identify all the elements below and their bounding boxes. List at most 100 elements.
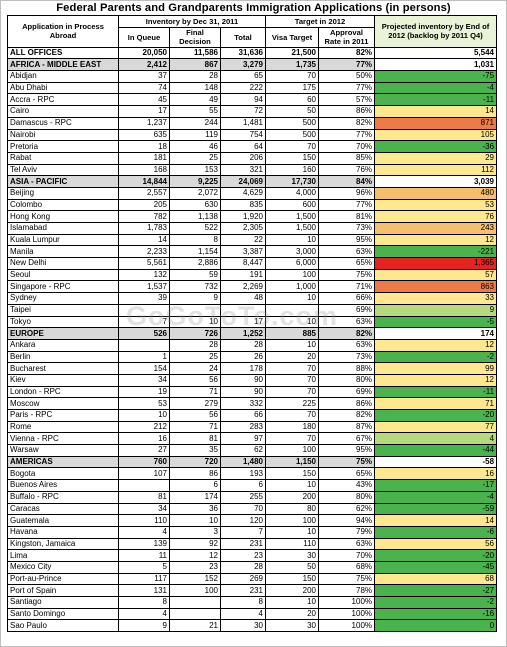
visa-target-cell (265, 303, 319, 317)
total-cell: 97 (220, 432, 266, 446)
final-decision-cell: 3 (169, 525, 221, 539)
in-queue-cell: 782 (118, 210, 170, 223)
visa-target-cell: 500 (265, 116, 319, 130)
final-decision-cell (169, 596, 221, 609)
final-decision-cell: 59 (169, 268, 221, 282)
approval-rate-cell: 95% (317, 233, 376, 247)
in-queue-cell: 2,557 (118, 186, 170, 200)
final-decision-cell: 9,225 (169, 175, 221, 188)
in-queue-cell: 635 (118, 128, 170, 142)
header-visa-target: Visa Target (265, 26, 319, 48)
final-decision-cell: 6 (169, 479, 221, 492)
in-queue-cell: 11 (118, 549, 170, 562)
region-row: AMERICAS 760 720 1,480 1,150 75% -58 (7, 455, 498, 469)
visa-target-cell: 50 (265, 105, 319, 118)
total-cell: 283 (220, 420, 266, 434)
approval-rate-cell: 95% (317, 444, 376, 457)
total-cell: 255 (220, 490, 266, 504)
table-row: Port of Spain 131 100 231 200 78% -27 (7, 584, 498, 597)
table-row: Guatemala 110 10 120 100 94% 14 (7, 514, 498, 527)
approval-rate-cell: 75% (317, 455, 376, 469)
final-decision-cell: 522 (169, 222, 221, 235)
office-cell: Accra - RPC (7, 93, 119, 107)
projected-cell: 243 (374, 222, 498, 235)
office-cell: Colombo (7, 198, 119, 212)
in-queue-cell: 5 (118, 560, 170, 574)
office-cell: ASIA - PACIFIC (7, 175, 119, 188)
visa-target-cell: 180 (265, 420, 319, 434)
visa-target-cell: 70 (265, 362, 319, 375)
final-decision-cell: 726 (169, 327, 221, 340)
in-queue-cell: 181 (118, 151, 170, 165)
approval-rate-cell: 85% (317, 151, 376, 165)
table-row: Rome 212 71 283 180 87% 77 (7, 420, 498, 434)
visa-target-cell: 10 (265, 596, 319, 609)
table-row: Islamabad 1,783 522 2,305 1,500 73% 243 (7, 222, 498, 235)
projected-cell: -75 (374, 70, 498, 83)
table-row: Caracas 34 36 70 80 62% -59 (7, 502, 498, 516)
projected-cell: -17 (374, 479, 498, 492)
total-cell: 2,305 (220, 222, 266, 235)
projected-cell: -6 (374, 525, 498, 539)
final-decision-cell: 12 (169, 549, 221, 562)
table-row: Singapore - RPC 1,537 732 2,269 1,000 71% 863 (7, 280, 498, 294)
final-decision-cell: 279 (169, 397, 221, 410)
total-cell: 1,252 (220, 327, 266, 340)
office-cell: Port-au-Prince (7, 572, 119, 586)
visa-target-cell: 10 (265, 233, 319, 247)
in-queue-cell: 107 (118, 467, 170, 481)
in-queue-cell: 14 (118, 233, 170, 247)
total-cell: 8,447 (220, 257, 266, 270)
total-cell: 90 (220, 385, 266, 399)
projected-cell: -58 (374, 455, 498, 469)
projected-cell: -4 (374, 81, 498, 95)
approval-rate-cell: 67% (317, 432, 376, 446)
projected-cell: 863 (374, 280, 498, 294)
office-cell: ALL OFFICES (7, 46, 119, 60)
in-queue-cell: 1,537 (118, 280, 170, 294)
visa-target-cell: 3,000 (265, 245, 319, 259)
visa-target-cell: 30 (265, 549, 319, 562)
office-cell: Paris - RPC (7, 409, 119, 422)
in-queue-cell: 117 (118, 572, 170, 586)
final-decision-cell: 119 (169, 128, 221, 142)
approval-rate-cell: 82% (317, 409, 376, 422)
projected-cell: 1,031 (374, 58, 498, 72)
region-row: EUROPE 526 726 1,252 885 82% 174 (7, 327, 498, 340)
approval-rate-cell: 81% (317, 210, 376, 223)
in-queue-cell: 2,412 (118, 58, 170, 72)
approval-rate-cell: 86% (317, 397, 376, 410)
approval-rate-cell: 50% (317, 70, 376, 83)
approval-rate-cell: 82% (317, 46, 376, 60)
approval-rate-cell: 63% (317, 338, 376, 352)
in-queue-cell: 10 (118, 409, 170, 422)
header-projected: Projected inventory by End of 2012 (back… (374, 15, 498, 48)
table-row: Nairobi 635 119 754 500 77% 105 (7, 128, 498, 142)
projected-cell: -27 (374, 584, 498, 597)
projected-cell: -11 (374, 385, 498, 399)
projected-cell: -36 (374, 140, 498, 153)
in-queue-cell: 20,050 (118, 46, 170, 60)
office-cell: Sydney (7, 292, 119, 305)
office-cell: Hong Kong (7, 210, 119, 223)
visa-target-cell: 10 (265, 338, 319, 352)
projected-cell: 14 (374, 105, 498, 118)
visa-target-cell: 150 (265, 151, 319, 165)
approval-rate-cell: 82% (317, 116, 376, 130)
in-queue-cell: 212 (118, 420, 170, 434)
table-row: Port-au-Prince 117 152 269 150 75% 68 (7, 572, 498, 586)
total-cell: 94 (220, 93, 266, 107)
total-cell: 62 (220, 444, 266, 457)
final-decision-cell: 24 (169, 362, 221, 375)
total-cell: 3,279 (220, 58, 266, 72)
visa-target-cell: 175 (265, 81, 319, 95)
table-row: Moscow 53 279 332 225 86% 71 (7, 397, 498, 410)
header-in-queue: In Queue (118, 26, 170, 48)
table-row: Damascus - RPC 1,237 244 1,481 500 82% 871 (7, 116, 498, 130)
office-cell: Vienna - RPC (7, 432, 119, 446)
in-queue-cell: 760 (118, 455, 170, 469)
visa-target-cell: 20 (265, 607, 319, 621)
approval-rate-cell: 63% (317, 315, 376, 329)
final-decision-cell: 49 (169, 93, 221, 107)
approval-rate-cell: 100% (317, 596, 376, 609)
